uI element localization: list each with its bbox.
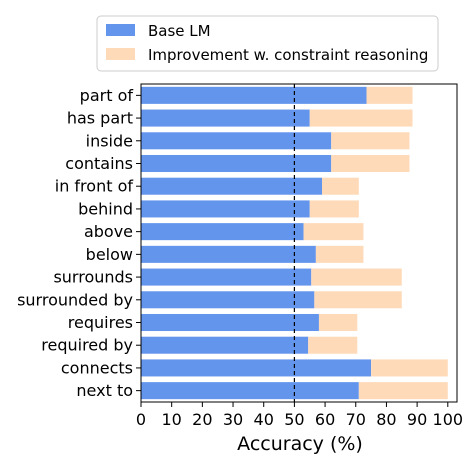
bar-improvement-5 — [309, 200, 359, 218]
category-label-11: required by — [41, 336, 133, 355]
bar-improvement-0 — [366, 86, 413, 104]
x-tick-label-0: 0 — [136, 410, 146, 429]
bar-improvement-11 — [308, 336, 358, 354]
bar-base-4 — [141, 177, 323, 195]
legend-frame — [96, 15, 439, 72]
bar-improvement-8 — [311, 268, 402, 286]
bar-improvement-2 — [331, 132, 410, 150]
x-tick-label-5: 50 — [284, 410, 304, 429]
x-tick-label-4: 40 — [254, 410, 274, 429]
category-label-1: has part — [67, 109, 133, 128]
bar-improvement-9 — [314, 291, 402, 309]
category-label-5: behind — [78, 199, 133, 218]
x-tick-label-8: 80 — [376, 410, 396, 429]
bar-improvement-10 — [318, 313, 358, 332]
x-tick-label-9: 90 — [407, 410, 427, 429]
category-label-0: part of — [80, 86, 134, 105]
x-axis-title: Accuracy (%) — [237, 433, 363, 455]
plot-area: part of has part inside contains in front of… — [17, 83, 464, 429]
bar-base-12 — [141, 359, 372, 377]
category-label-7: below — [86, 245, 133, 264]
category-label-4: in front of — [55, 177, 134, 196]
category-label-13: next to — [76, 381, 133, 400]
bar-base-8 — [141, 268, 312, 286]
legend-swatch-improvement — [106, 48, 135, 60]
category-label-12: connects — [61, 358, 133, 377]
legend-label-base: Base LM — [148, 22, 211, 40]
legend-label-improvement: Improvement w. constraint reasoning — [148, 46, 428, 64]
bar-base-1 — [141, 109, 310, 127]
axes-frame — [140, 83, 458, 403]
bar-improvement-13 — [358, 382, 448, 400]
bar-improvement-1 — [309, 109, 413, 127]
legend: Base LM Improvement w. constraint reason… — [96, 15, 439, 72]
bar-base-13 — [141, 382, 359, 400]
bar-base-0 — [141, 86, 367, 104]
category-label-6: above — [84, 222, 133, 241]
bar-base-7 — [141, 245, 316, 263]
bar-base-11 — [141, 336, 309, 354]
bar-improvement-6 — [303, 223, 364, 241]
bar-base-2 — [141, 132, 332, 150]
category-label-3: contains — [65, 154, 133, 173]
bar-base-5 — [141, 200, 310, 218]
category-label-10: requires — [68, 313, 133, 332]
category-label-2: inside — [86, 131, 133, 150]
category-label-8: surrounds — [53, 268, 133, 287]
bar-base-3 — [141, 154, 332, 173]
bar-base-9 — [141, 291, 315, 309]
bar-base-10 — [141, 313, 319, 332]
bar-base-6 — [141, 223, 304, 241]
legend-swatch-base — [106, 24, 135, 36]
x-tick-label-6: 60 — [315, 410, 335, 429]
bar-improvement-3 — [331, 154, 410, 173]
x-tick-label-2: 20 — [192, 410, 212, 429]
x-tick-label-7: 70 — [346, 410, 366, 429]
category-label-9: surrounded by — [17, 290, 133, 309]
x-tick-label-10: 100 — [433, 410, 464, 429]
bar-improvement-7 — [315, 245, 364, 263]
bar-improvement-12 — [371, 359, 448, 377]
x-tick-label-1: 10 — [161, 410, 181, 429]
x-tick-label-3: 30 — [223, 410, 243, 429]
bar-improvement-4 — [322, 177, 359, 195]
